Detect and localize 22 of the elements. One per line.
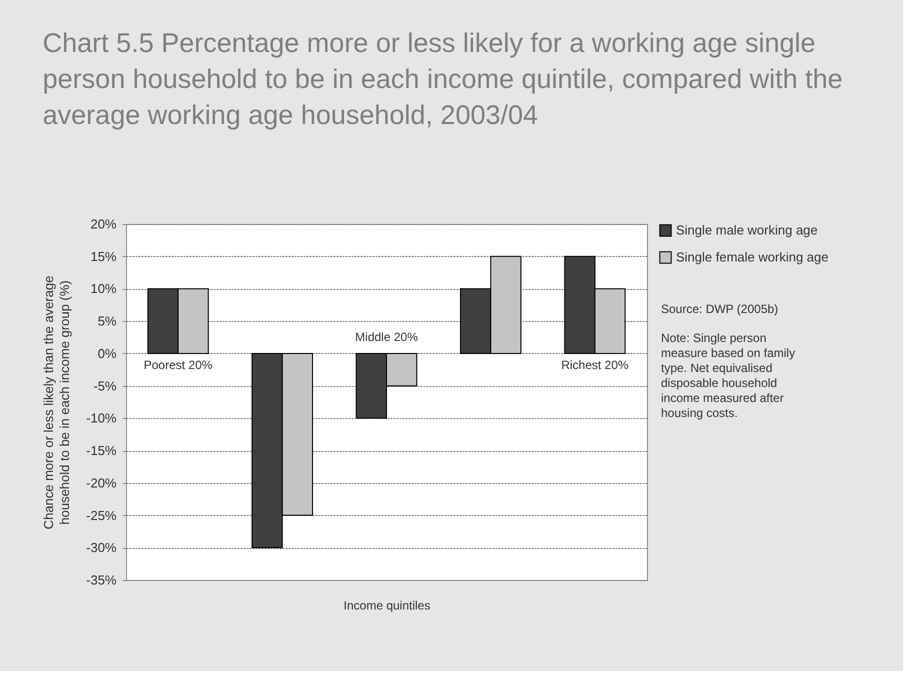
chart-title: Chart 5.5 Percentage more or less likely for a working age single person household to be in each income quintile, compared with the average working age household, 2003/04 xyxy=(42,28,843,130)
y-tick-label: 5% xyxy=(98,314,117,329)
y-tick-label: 0% xyxy=(98,346,117,361)
x-tick-label: Richest 20% xyxy=(561,358,629,372)
legend-label: Single female working age xyxy=(676,250,828,264)
y-tick-label: -5% xyxy=(93,378,117,394)
y-tick-label: 20% xyxy=(90,216,117,232)
x-tick-label: Middle 20% xyxy=(355,330,418,344)
x-axis-title: Income quintiles xyxy=(344,598,430,612)
y-tick-label: -20% xyxy=(86,475,117,490)
text: Note: Single person measure based on family type. Net equivalised disposable household income measured after housing costs. xyxy=(661,331,796,420)
source-note: Source: DWP (2005b) xyxy=(661,302,778,316)
y-axis-title: Chance more or less likely than the average household to be in each income group (%) xyxy=(41,276,72,530)
legend-label: Single male working age xyxy=(676,222,818,238)
y-tick-label: 15% xyxy=(90,248,117,264)
y-tick-label: -25% xyxy=(86,508,117,523)
y-tick-label: 10% xyxy=(90,281,117,296)
y-tick-label: -35% xyxy=(86,572,117,588)
x-tick-label: Poorest 20% xyxy=(144,358,213,372)
y-tick-label: -10% xyxy=(86,410,117,426)
y-tick-label: -15% xyxy=(86,443,117,458)
y-tick-label: -30% xyxy=(86,540,117,556)
